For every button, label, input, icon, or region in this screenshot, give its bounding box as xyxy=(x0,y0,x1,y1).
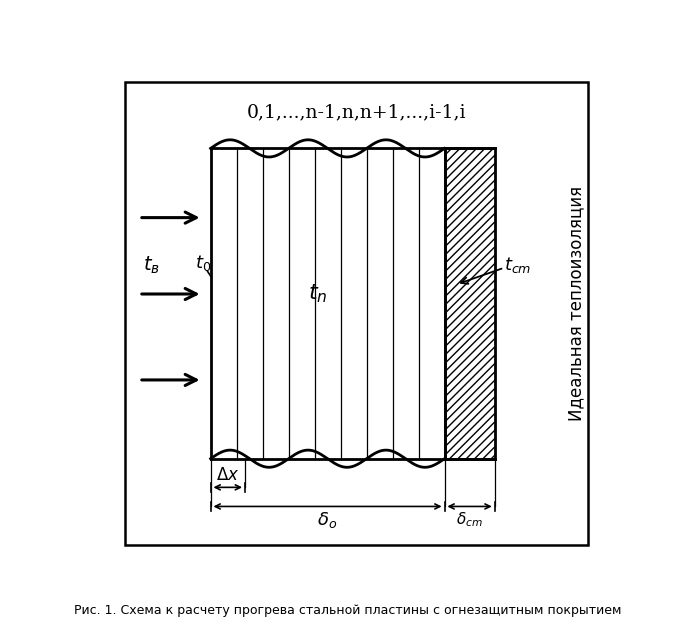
Text: $t_n$: $t_n$ xyxy=(309,283,328,305)
Bar xyxy=(445,148,495,459)
Text: $t_в$: $t_в$ xyxy=(143,255,161,276)
Text: $\delta_о$: $\delta_о$ xyxy=(318,510,338,530)
Text: 0,1,...,n-1,n,n+1,...,i-1,i: 0,1,...,n-1,n,n+1,...,i-1,i xyxy=(247,104,466,122)
Text: Идеальная теплоизоляция: Идеальная теплоизоляция xyxy=(567,186,584,421)
Text: $\delta_{cm}$: $\delta_{cm}$ xyxy=(456,510,483,529)
Text: $t_{cm}$: $t_{cm}$ xyxy=(504,255,532,275)
Text: $t_0$: $t_0$ xyxy=(195,253,211,273)
Text: $\Delta x$: $\Delta x$ xyxy=(216,467,240,484)
Text: Рис. 1. Схема к расчету прогрева стальной пластины с огнезащитным покрытием: Рис. 1. Схема к расчету прогрева стально… xyxy=(74,604,621,617)
